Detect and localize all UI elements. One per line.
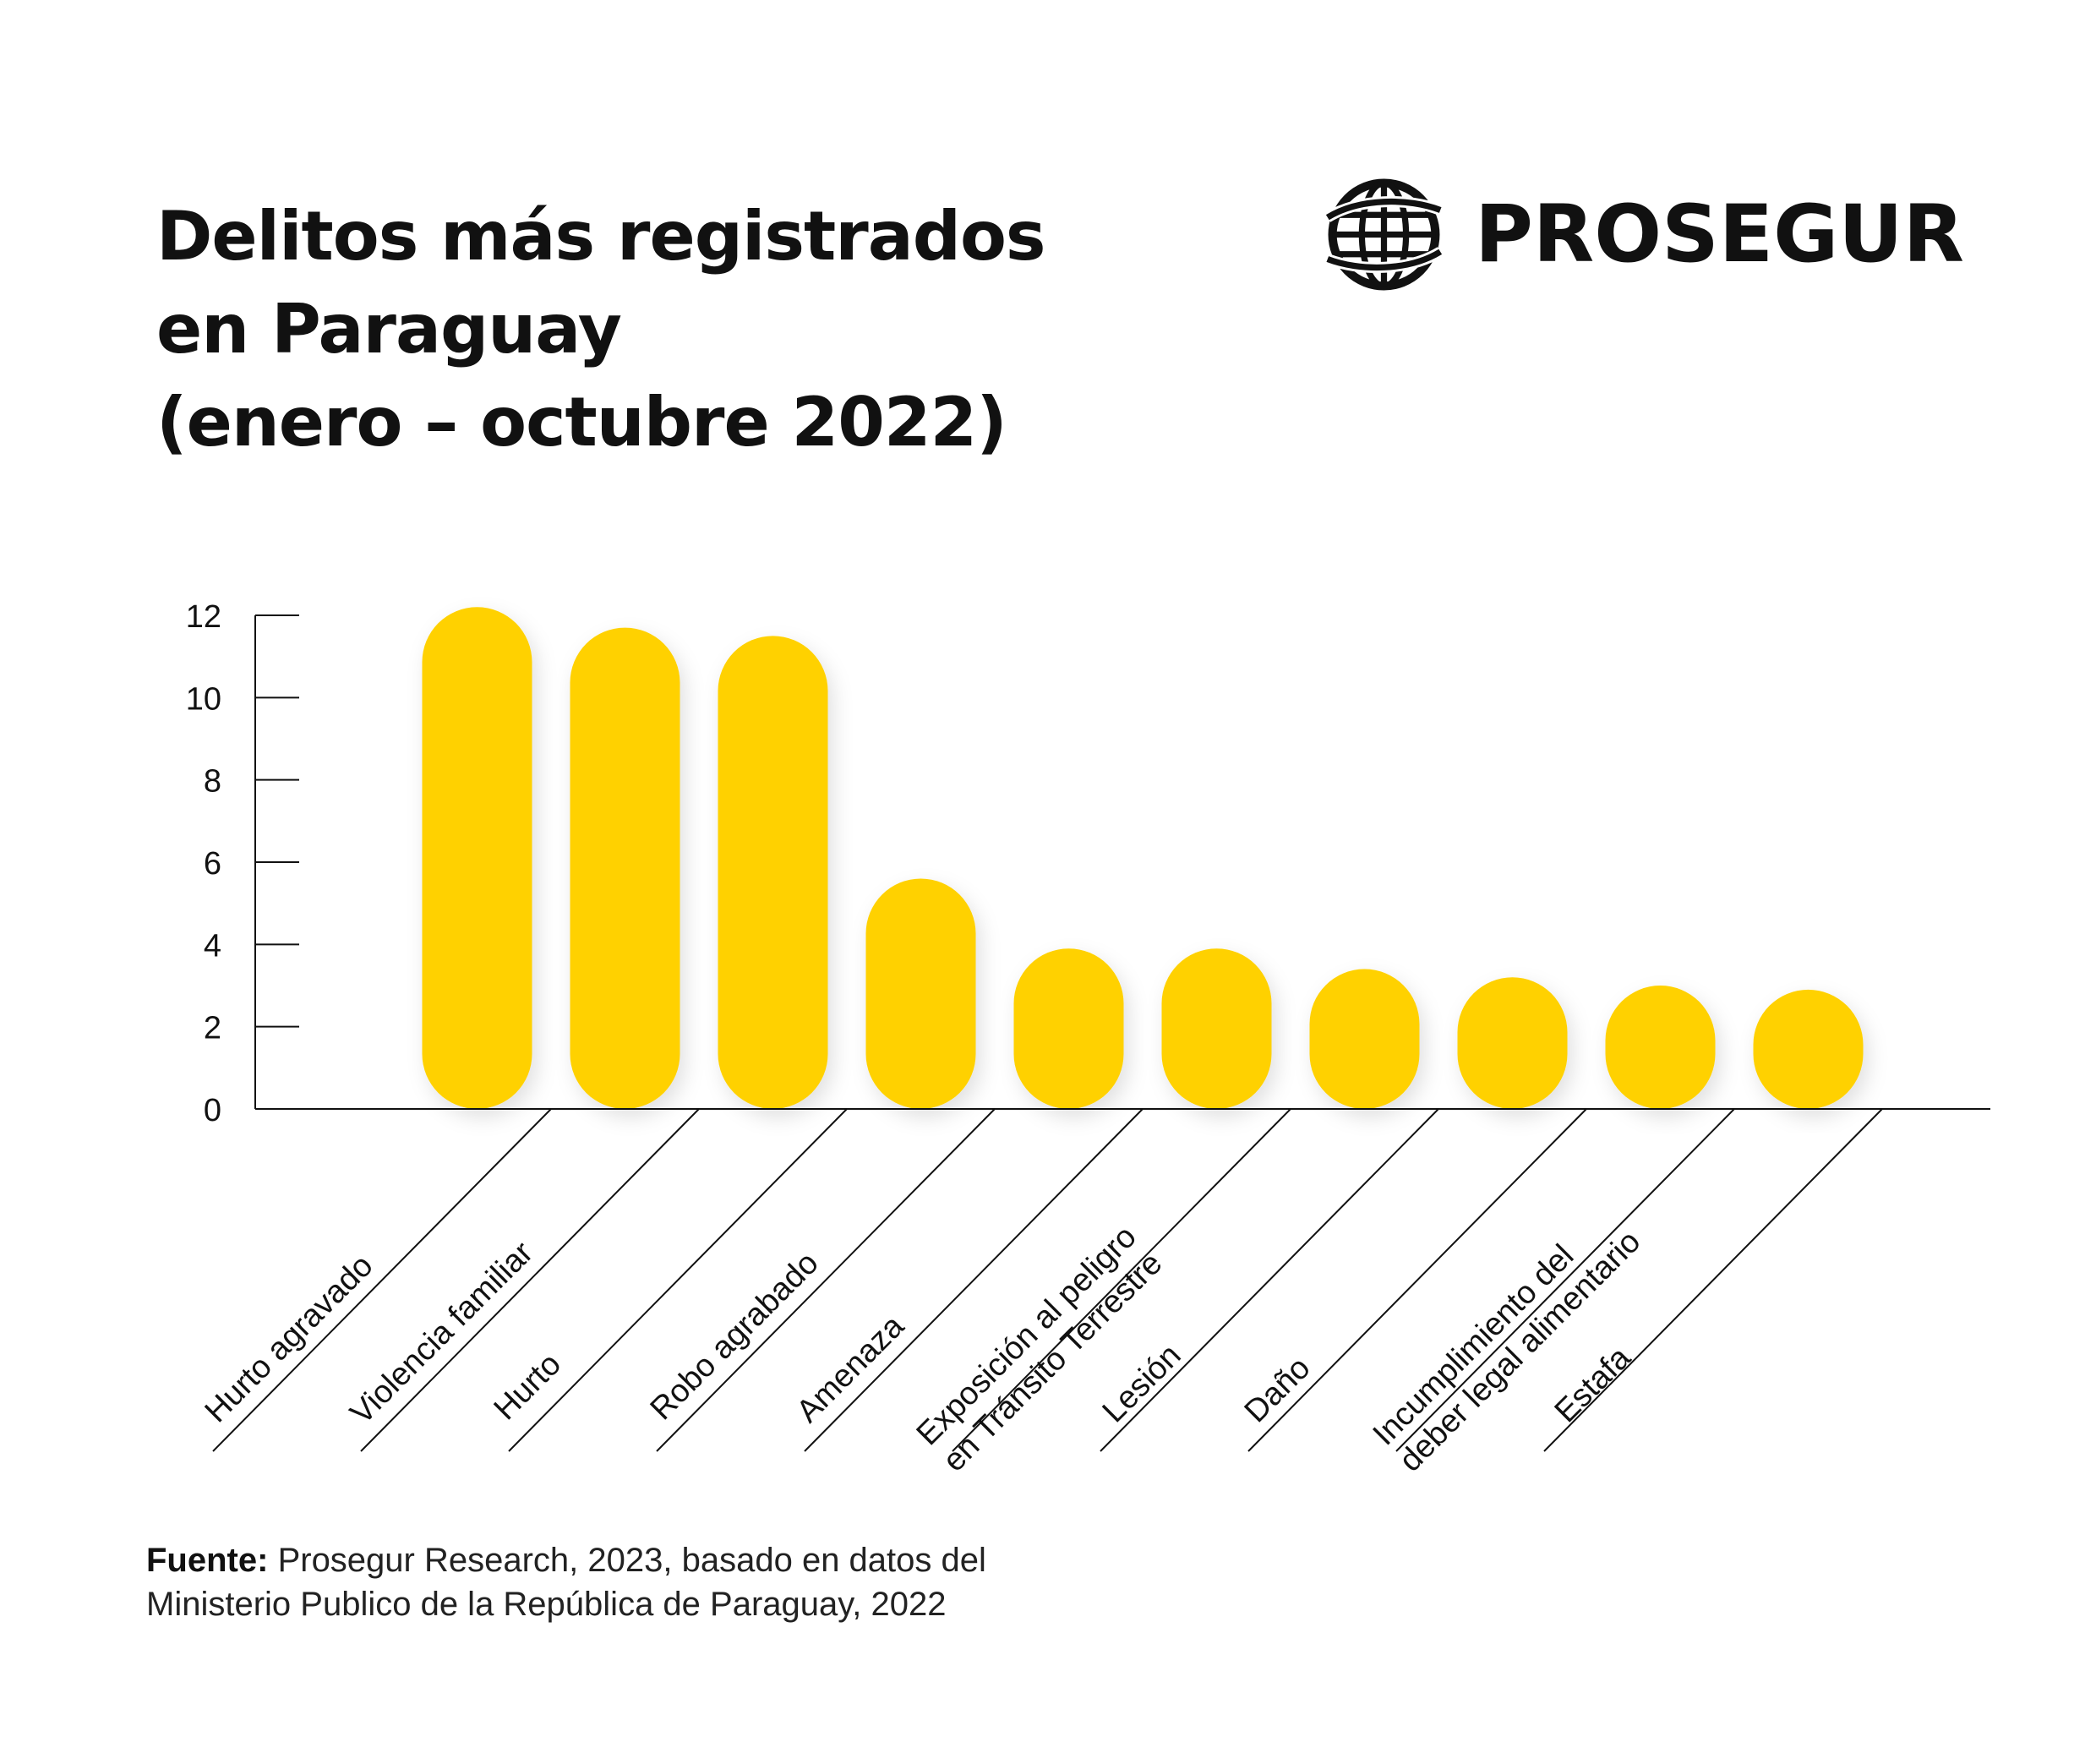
bar-5 — [1013, 948, 1124, 1109]
y-tick-label: 4 — [204, 928, 221, 964]
bar-4 — [865, 878, 976, 1109]
title-line-1: Delitos más registrados — [156, 197, 1046, 276]
source-text-1: Prosegur Research, 2023, basado en datos… — [277, 1542, 986, 1579]
prosegur-logo: PROSEGUR — [1323, 173, 1964, 296]
x-tick-label-5: Amenaza — [790, 1308, 912, 1430]
x-tick-label-3: Hurto — [488, 1346, 568, 1427]
category-divider — [1543, 1108, 1883, 1452]
category-divider — [508, 1108, 848, 1452]
bar-10 — [1753, 989, 1864, 1109]
category-divider — [360, 1108, 700, 1452]
category-divider — [804, 1108, 1144, 1452]
source-label: Fuente: — [146, 1542, 269, 1579]
x-tick-label-line: en Tránsito Terrestre — [936, 1246, 1170, 1479]
source-note: Fuente: Prosegur Research, 2023, basado … — [146, 1538, 986, 1626]
x-tick-label-line: Amenaza — [790, 1308, 912, 1430]
x-tick-label-line: Lesión — [1096, 1337, 1188, 1429]
category-divider — [1247, 1108, 1587, 1452]
source-line-2: Ministerio Publico de la República de Pa… — [146, 1586, 947, 1623]
y-tick-label: 8 — [204, 764, 221, 800]
x-tick-label-6: Exposición al peligroen Tránsito Terrest… — [910, 1219, 1170, 1478]
x-tick-label-line: Daño — [1238, 1350, 1318, 1429]
category-divider — [212, 1108, 552, 1452]
category-divider — [656, 1108, 996, 1452]
bar-6 — [1161, 948, 1272, 1109]
y-tick-label: 10 — [186, 681, 221, 717]
bars — [422, 607, 1864, 1109]
bar-1 — [422, 607, 532, 1109]
x-tick-label-7: Lesión — [1096, 1337, 1188, 1429]
chart-title: Delitos más registrados en Paraguay (ene… — [156, 190, 1046, 469]
globe-icon — [1324, 178, 1444, 291]
x-tick-label-line: Hurto — [488, 1346, 568, 1427]
y-axis: 0 2 4 6 8 10 12 — [186, 599, 299, 1128]
y-tick-label: 2 — [204, 1011, 221, 1046]
x-tick-label-line: Estafa — [1548, 1340, 1638, 1429]
bar-7 — [1309, 969, 1420, 1109]
y-tick-label: 12 — [186, 599, 221, 635]
x-tick-label-10: Estafa — [1548, 1340, 1638, 1429]
x-tick-label-8: Daño — [1238, 1350, 1318, 1429]
x-axis — [212, 1108, 1990, 1452]
category-divider — [952, 1108, 1291, 1452]
bar-2 — [570, 627, 680, 1109]
bar-3 — [718, 636, 828, 1109]
source-line-1: Fuente: Prosegur Research, 2023, basado … — [146, 1538, 986, 1582]
bar-8 — [1457, 977, 1568, 1109]
title-line-2: en Paraguay — [156, 290, 622, 369]
y-tick-label: 6 — [204, 846, 221, 882]
bar-9 — [1605, 986, 1716, 1109]
y-tick-label: 0 — [204, 1093, 221, 1128]
brand-name: PROSEGUR — [1475, 188, 1964, 281]
category-divider — [1100, 1108, 1439, 1452]
title-line-3: (enero – octubre 2022) — [156, 383, 1007, 461]
category-divider — [1395, 1108, 1735, 1452]
